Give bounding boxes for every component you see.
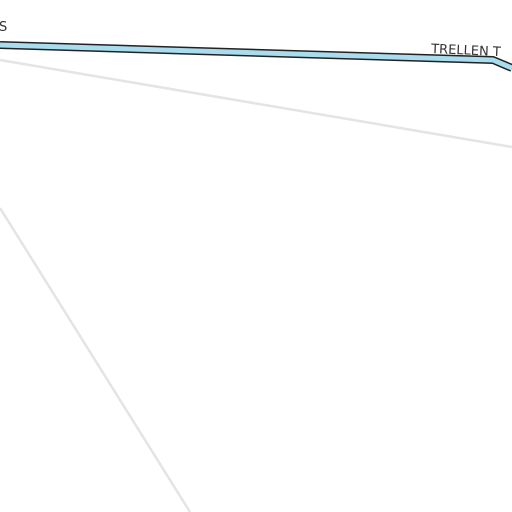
minor-road-upper — [0, 58, 512, 149]
road-label-trellen: TRELLEN T — [430, 42, 501, 60]
highlight-road-fill — [0, 42, 512, 71]
minor-road-diagonal — [0, 207, 192, 512]
road-label-left-edge: S — [0, 20, 7, 35]
